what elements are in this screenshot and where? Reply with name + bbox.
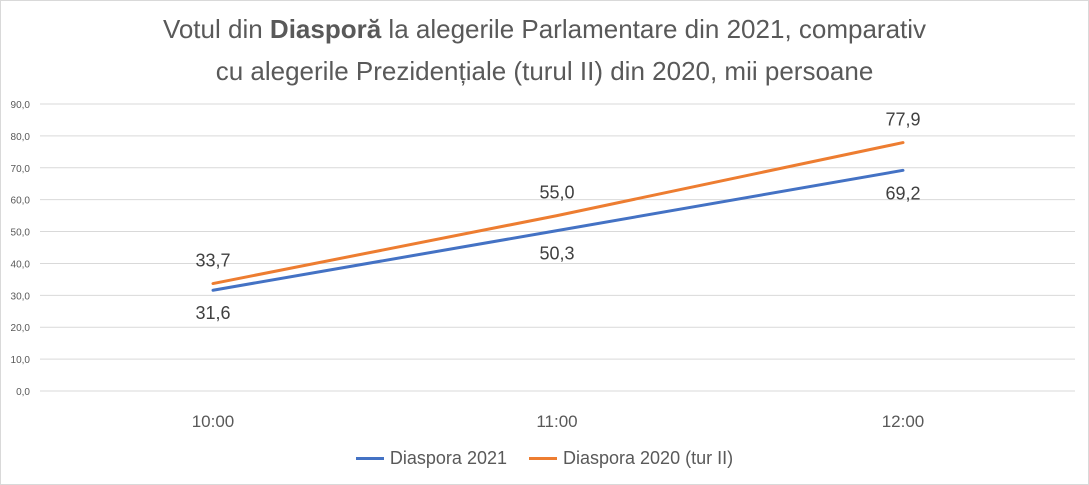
y-tick-label: 10,0 bbox=[11, 355, 31, 366]
y-tick-label: 40,0 bbox=[11, 259, 31, 270]
y-tick-label: 80,0 bbox=[11, 132, 31, 143]
y-tick-label: 30,0 bbox=[11, 291, 31, 302]
legend-swatch bbox=[355, 457, 384, 460]
y-tick-label: 70,0 bbox=[11, 164, 31, 175]
legend: Diaspora 2021 Diaspora 2020 (tur II) bbox=[0, 448, 1089, 469]
title-line2: cu alegerile Prezidențiale (turul II) di… bbox=[215, 56, 874, 86]
legend-label: Diaspora 2021 bbox=[389, 448, 507, 468]
y-tick-label: 60,0 bbox=[11, 196, 31, 207]
data-label: 69,2 bbox=[885, 183, 920, 203]
x-tick-label: 12:00 bbox=[882, 412, 925, 431]
legend-item-2021: Diaspora 2021 bbox=[355, 448, 507, 469]
y-tick-label: 0,0 bbox=[16, 387, 30, 398]
y-tick-label: 20,0 bbox=[11, 323, 31, 334]
title-bold: Diasporă bbox=[269, 14, 382, 44]
series-line-0 bbox=[211, 168, 905, 292]
legend-label: Diaspora 2020 (tur II) bbox=[563, 448, 734, 468]
series-line-1 bbox=[211, 141, 905, 286]
data-label: 55,0 bbox=[539, 183, 574, 203]
data-label: 77,9 bbox=[885, 110, 920, 130]
title-text: la alegerile Parlamentare din 2021, comp… bbox=[381, 14, 927, 44]
chart-title: Votul din Diasporă la alegerile Parlamen… bbox=[0, 8, 1089, 92]
x-tick-label: 10:00 bbox=[192, 412, 235, 431]
data-label: 31,6 bbox=[195, 303, 230, 323]
title-text: Votul din bbox=[162, 14, 270, 44]
data-label: 33,7 bbox=[195, 251, 230, 271]
x-tick-label: 11:00 bbox=[536, 412, 577, 431]
data-label: 50,3 bbox=[539, 244, 574, 264]
legend-swatch bbox=[529, 457, 557, 460]
legend-item-2020: Diaspora 2020 (tur II) bbox=[529, 448, 733, 469]
y-tick-label: 50,0 bbox=[11, 228, 31, 239]
y-tick-label: 90,0 bbox=[11, 100, 31, 111]
